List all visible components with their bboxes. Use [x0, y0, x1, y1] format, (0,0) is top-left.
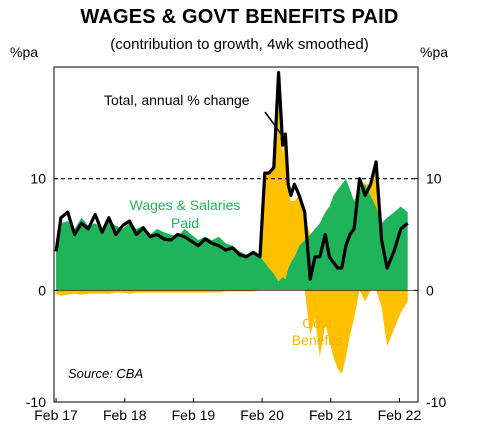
- x-tick-label: Feb 19: [172, 407, 216, 423]
- axis-labels: -10 -10 0 0 10 10 Feb 17 Feb 18 Feb 19 Feb 20 Feb …: [26, 171, 447, 423]
- x-tick-label: Feb 20: [240, 407, 284, 423]
- wages-area: [56, 178, 408, 291]
- wages-annotation-line1: Wages & Salaries: [130, 197, 241, 213]
- area-layer: [56, 69, 408, 375]
- y-tick-label-left: 10: [30, 171, 46, 187]
- x-tick-label: Feb 17: [34, 407, 78, 423]
- y-tick-label-right: 0: [426, 282, 434, 298]
- plot-frame: [53, 66, 419, 403]
- govt-area-negative: [56, 290, 408, 375]
- total-annotation: Total, annual % change: [104, 92, 250, 108]
- govt-annotation-line1: Govt: [302, 315, 332, 331]
- x-tick-label: Feb 22: [378, 407, 422, 423]
- wages-annotation-line2: Paid: [171, 215, 199, 231]
- y-tick-label-left: 0: [38, 282, 46, 298]
- source-note: Source: CBA: [68, 366, 144, 381]
- chart-subtitle: (contribution to growth, 4wk smoothed): [110, 36, 369, 53]
- total-line-layer: [54, 71, 409, 281]
- reference-line-layer: [54, 178, 418, 291]
- y-unit-left: %pa: [10, 44, 39, 60]
- total-annotation-arrowhead: [280, 134, 287, 142]
- annotations: Total, annual % change Wages & Salaries Pa…: [104, 92, 342, 348]
- y-tick-label-right: -10: [426, 394, 446, 410]
- total-line: [54, 71, 409, 281]
- plot-border: [53, 66, 419, 403]
- y-unit-right: %pa: [420, 44, 449, 60]
- y-tick-label-right: 10: [426, 171, 442, 187]
- y-tick-label-left: -10: [26, 394, 46, 410]
- chart-title: WAGES & GOVT BENEFITS PAID: [80, 6, 399, 28]
- govt-annotation-line2: Benefits: [292, 332, 343, 348]
- x-tick-label: Feb 18: [103, 407, 147, 423]
- x-tick-label: Feb 21: [309, 407, 353, 423]
